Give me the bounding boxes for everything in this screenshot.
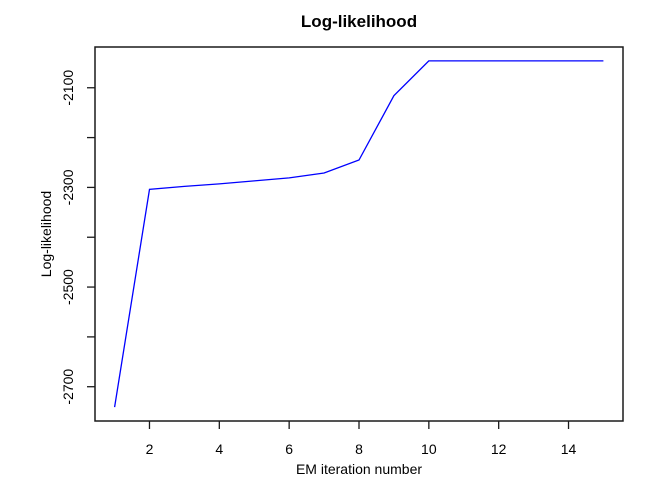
plot-box — [94, 46, 624, 422]
y-tick-label: -2700 — [60, 369, 76, 405]
y-axis-title: Log-likelihood — [38, 190, 54, 278]
x-tick-label: 14 — [561, 441, 577, 457]
y-tick-label: -2100 — [60, 70, 76, 106]
x-tick-label: 2 — [146, 441, 154, 457]
loglik-line — [113, 60, 604, 408]
x-tick-label: 4 — [215, 441, 223, 457]
x-tick-label: 10 — [421, 441, 437, 457]
y-tick-label: -2500 — [60, 269, 76, 305]
chart-title: Log-likelihood — [300, 12, 418, 31]
x-tick-label: 8 — [355, 441, 363, 457]
x-axis-title: EM iteration number — [295, 461, 423, 477]
y-tick-label: -2300 — [60, 169, 76, 205]
x-tick-label: 6 — [285, 441, 293, 457]
x-tick-label: 12 — [491, 441, 507, 457]
